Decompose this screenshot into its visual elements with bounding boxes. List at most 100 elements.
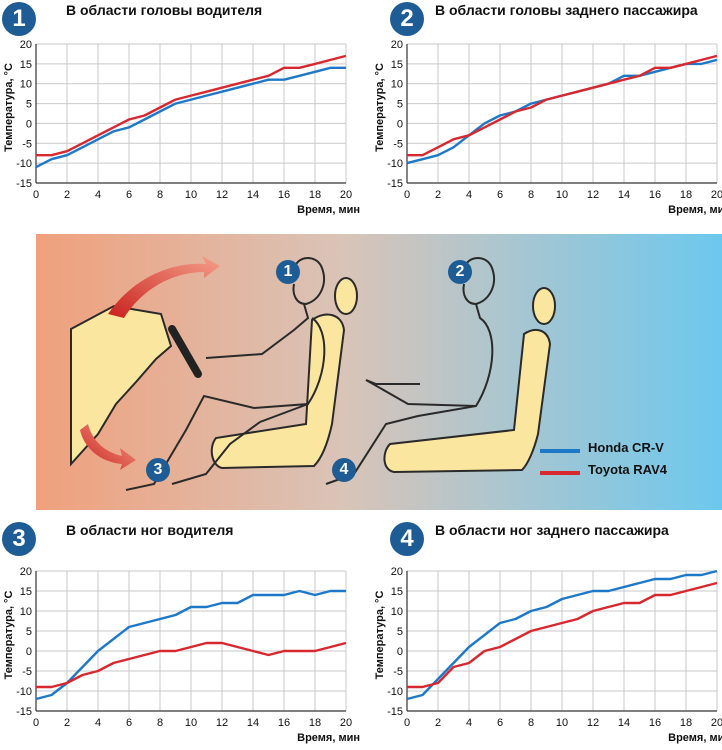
x-tick-label: 12 <box>587 717 599 729</box>
y-tick-label: -5 <box>22 666 32 678</box>
y-tick-label: 5 <box>397 626 403 638</box>
y-tick-label: 10 <box>20 606 32 618</box>
steering-wheel <box>168 325 202 378</box>
x-tick-label: 12 <box>587 189 599 201</box>
legend-swatch-honda <box>540 449 580 453</box>
chart-title: В области ног водителя <box>66 522 234 538</box>
x-tick-label: 14 <box>618 717 630 729</box>
x-tick-label: 16 <box>278 189 290 201</box>
y-tick-label: -15 <box>387 706 403 718</box>
driver-seat <box>210 313 346 470</box>
y-tick-label: 20 <box>20 566 32 578</box>
x-tick-label: 2 <box>64 717 70 729</box>
chart-panel-4: 4 В области ног заднего пассажира 0 2 4 6 8 10 1… <box>361 520 722 750</box>
legend-item-toyota: Toyota RAV4 <box>540 462 700 484</box>
x-tick-label: 20 <box>340 189 352 201</box>
x-tick-label: 8 <box>528 717 534 729</box>
chart-title: В области головы водителя <box>66 2 263 18</box>
y-tick-label: 15 <box>20 59 32 71</box>
y-tick-label: -5 <box>22 138 32 150</box>
x-tick-label: 18 <box>680 189 692 201</box>
y-axis-label: Температура, °С <box>3 63 15 152</box>
y-axis-label: Температура, °С <box>374 63 386 152</box>
y-tick-label: 5 <box>397 99 403 111</box>
x-tick-label: 10 <box>185 717 197 729</box>
x-tick-label: 8 <box>528 189 534 201</box>
legend-label-honda: Honda CR-V <box>588 440 664 455</box>
series-line-toyota <box>407 581 718 689</box>
passenger-headrest <box>532 287 556 325</box>
x-tick-label: 18 <box>680 717 692 729</box>
chart-panel-3: 3 В области ног водителя 0 2 4 6 8 10 12 14 16 18 20… <box>0 520 361 750</box>
y-tick-label: -10 <box>387 686 403 698</box>
y-tick-label: 5 <box>26 99 32 111</box>
y-axis-label: Температура, °С <box>3 591 15 680</box>
x-tick-label: 12 <box>216 189 228 201</box>
y-tick-label: -5 <box>393 666 403 678</box>
chart-title: В области головы заднего пассажира <box>435 2 698 18</box>
x-tick-label: 20 <box>340 717 352 729</box>
illustration-svg <box>36 234 722 510</box>
legend-label-toyota: Toyota RAV4 <box>588 462 667 477</box>
chart-number-badge: 1 <box>2 2 36 36</box>
x-tick-label: 10 <box>185 189 197 201</box>
y-tick-label: 15 <box>391 586 403 598</box>
chart-svg: 0 2 4 6 8 10 12 14 16 18 20 20 15 10 5 0 -5 -10 -15 Время, … <box>374 39 722 216</box>
passenger-seat <box>383 328 552 474</box>
y-tick-label: -10 <box>387 158 403 170</box>
car-interior-illustration: 1 2 3 4 <box>36 234 722 510</box>
x-axis-label: Время, мин <box>668 732 722 744</box>
x-tick-label: 4 <box>95 717 101 729</box>
series-line-toyota <box>407 54 718 157</box>
y-axis-label: Температура, °С <box>374 591 386 680</box>
y-tick-label: 0 <box>26 646 32 658</box>
dashboard-shape <box>70 304 173 467</box>
legend-swatch-toyota <box>540 471 580 475</box>
x-tick-label: 14 <box>618 189 630 201</box>
y-tick-label: 15 <box>391 59 403 71</box>
x-tick-label: 6 <box>126 189 132 201</box>
series-line-honda <box>35 589 346 701</box>
x-tick-label: 16 <box>278 717 290 729</box>
y-tick-label: 0 <box>397 646 403 658</box>
x-tick-label: 0 <box>404 717 410 729</box>
x-tick-label: 16 <box>649 189 661 201</box>
x-tick-label: 6 <box>126 717 132 729</box>
x-tick-label: 2 <box>435 189 441 201</box>
chart-title: В области ног заднего пассажира <box>435 522 669 538</box>
chart-number-badge: 3 <box>2 522 36 556</box>
x-tick-label: 4 <box>466 189 472 201</box>
x-tick-label: 16 <box>649 717 661 729</box>
x-tick-label: 8 <box>157 189 163 201</box>
chart-svg: 0 2 4 6 8 10 12 14 16 18 20 20 15 10 5 0 -5 -10 -15 Время, … <box>3 566 360 744</box>
x-axis-label: Время, мин <box>297 204 360 216</box>
series-line-toyota <box>36 641 347 689</box>
x-tick-label: 18 <box>309 189 321 201</box>
y-tick-label: -15 <box>16 178 32 190</box>
x-tick-label: 10 <box>556 717 568 729</box>
chart-panel-2: 2 В области головы заднего пассажира 0 2 4 6 8… <box>361 0 722 228</box>
marker-2-badge: 2 <box>448 260 472 284</box>
airflow-arrow-down <box>80 424 136 470</box>
chart-number-badge: 2 <box>390 2 424 36</box>
chart-svg: 0 2 4 6 8 10 12 14 16 18 20 20 15 10 5 0 -5 -10 -15 Время, … <box>374 566 722 744</box>
y-tick-label: 10 <box>391 79 403 91</box>
y-tick-label: 20 <box>391 39 403 51</box>
marker-1-badge: 1 <box>276 260 300 284</box>
y-tick-label: -15 <box>387 178 403 190</box>
marker-4-badge: 4 <box>332 458 356 482</box>
airflow-arrow-up <box>108 256 220 318</box>
y-tick-label: -10 <box>16 686 32 698</box>
y-tick-label: 10 <box>20 79 32 91</box>
x-axis-label: Время, мин <box>668 204 722 216</box>
x-tick-label: 14 <box>247 717 259 729</box>
legend-item-honda: Honda CR-V <box>540 440 700 462</box>
chart-svg: 0 2 4 6 8 10 12 14 16 18 20 20 15 10 5 0 -5 -10 -15 Время, … <box>3 39 360 216</box>
y-tick-label: 10 <box>391 606 403 618</box>
x-tick-label: 20 <box>711 189 722 201</box>
y-tick-label: 15 <box>20 586 32 598</box>
series-line-honda <box>35 66 346 169</box>
y-tick-label: -15 <box>16 706 32 718</box>
x-tick-label: 0 <box>33 189 39 201</box>
marker-3-badge: 3 <box>146 458 170 482</box>
